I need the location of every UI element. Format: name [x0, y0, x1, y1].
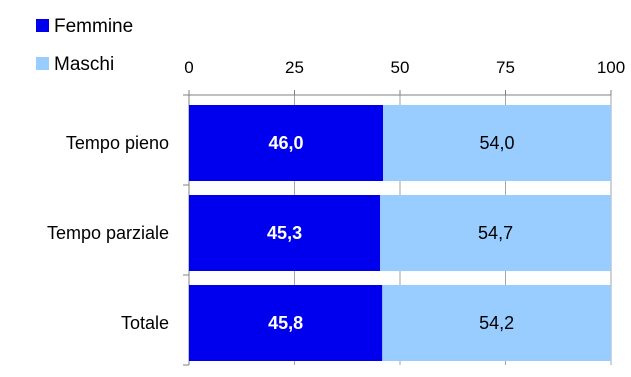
legend-swatch-maschi [36, 57, 49, 70]
data-label-femmine-0: 46,0 [269, 133, 304, 153]
bar-femmine-1 [189, 195, 381, 271]
bars [189, 105, 611, 361]
x-tick-label-1: 25 [285, 58, 304, 77]
data-label-maschi-0: 54,0 [480, 133, 515, 153]
data-labels: Tempo pieno 46,0 54,0 Tempo parziale 45,3 54,… [47, 133, 515, 333]
legend-label-maschi: Maschi [54, 54, 114, 75]
x-tick-label-4: 100 [597, 58, 625, 77]
bar-femmine-0 [189, 105, 384, 181]
data-label-maschi-2: 54,2 [479, 313, 514, 333]
bar-maschi-1 [380, 195, 611, 271]
category-label-2: Totale [121, 313, 169, 333]
legend-swatch-femmine [36, 19, 49, 32]
category-label-0: Tempo pieno [66, 133, 169, 153]
data-label-femmine-2: 45,8 [268, 313, 303, 333]
data-label-femmine-1: 45,3 [267, 223, 302, 243]
bar-maschi-0 [383, 105, 611, 181]
x-tick-label-2: 50 [391, 58, 410, 77]
bar-maschi-2 [382, 285, 611, 361]
bar-femmine-2 [189, 285, 383, 361]
legend: Femmine Maschi [36, 16, 133, 75]
x-tick-label-0: 0 [184, 58, 193, 77]
legend-label-femmine: Femmine [54, 16, 133, 37]
x-tick-label-3: 75 [496, 58, 515, 77]
data-label-maschi-1: 54,7 [478, 223, 513, 243]
category-label-1: Tempo parziale [47, 223, 169, 243]
